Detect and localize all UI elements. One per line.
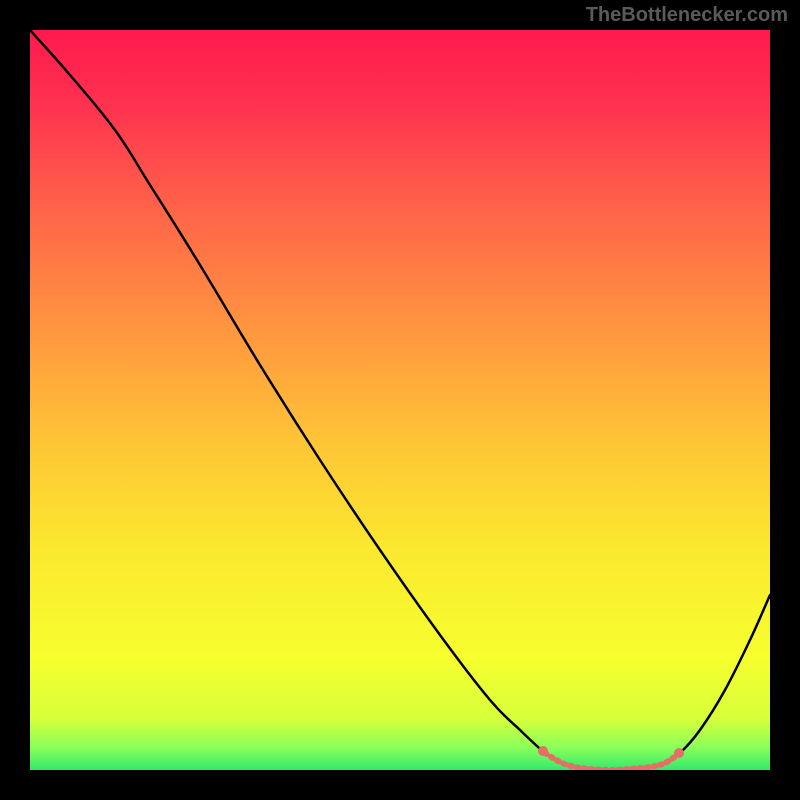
- chart-area: [30, 30, 770, 770]
- range-marker-1: [674, 748, 684, 758]
- chart-background: [30, 30, 770, 770]
- chart-svg: [30, 30, 770, 770]
- range-marker-0: [538, 746, 548, 756]
- attribution-text: TheBottlenecker.com: [586, 4, 788, 27]
